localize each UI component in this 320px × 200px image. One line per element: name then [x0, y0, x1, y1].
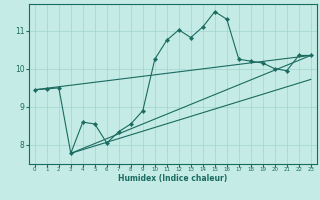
X-axis label: Humidex (Indice chaleur): Humidex (Indice chaleur)	[118, 174, 228, 183]
